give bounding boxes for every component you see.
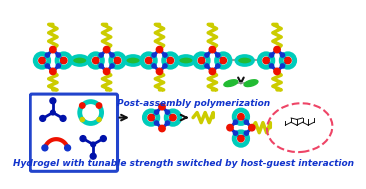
Ellipse shape [224, 80, 238, 87]
Circle shape [244, 131, 249, 135]
Circle shape [159, 125, 165, 132]
Circle shape [167, 57, 173, 64]
Circle shape [65, 145, 71, 151]
Circle shape [156, 46, 163, 53]
Circle shape [93, 57, 99, 64]
Circle shape [91, 142, 96, 147]
Circle shape [50, 98, 56, 104]
Ellipse shape [126, 58, 140, 64]
Circle shape [238, 114, 244, 120]
Circle shape [274, 46, 280, 53]
Text: Post-assembly polymerization: Post-assembly polymerization [116, 99, 270, 108]
Circle shape [280, 53, 285, 57]
Circle shape [148, 114, 154, 121]
Circle shape [80, 103, 85, 108]
Circle shape [170, 114, 176, 121]
Circle shape [42, 145, 48, 151]
Circle shape [216, 53, 220, 57]
Circle shape [97, 118, 101, 122]
Circle shape [99, 64, 103, 68]
Circle shape [60, 115, 66, 121]
Circle shape [238, 135, 244, 142]
Circle shape [56, 64, 60, 68]
Circle shape [209, 46, 216, 53]
Circle shape [50, 46, 56, 53]
Circle shape [152, 64, 156, 68]
Circle shape [50, 68, 56, 75]
Circle shape [269, 64, 274, 68]
Circle shape [154, 110, 158, 114]
Circle shape [154, 121, 158, 125]
Circle shape [249, 125, 255, 131]
Circle shape [156, 68, 163, 75]
Text: Hydrogel with tunable strength switched by host-guest interaction: Hydrogel with tunable strength switched … [12, 159, 354, 168]
Circle shape [51, 110, 55, 115]
Circle shape [39, 57, 45, 64]
Circle shape [274, 68, 280, 75]
Ellipse shape [238, 58, 251, 64]
Circle shape [45, 64, 49, 68]
Circle shape [100, 136, 106, 142]
Circle shape [159, 104, 165, 110]
Circle shape [285, 57, 291, 64]
Circle shape [163, 53, 167, 57]
FancyBboxPatch shape [30, 94, 117, 171]
Ellipse shape [244, 80, 258, 87]
Circle shape [220, 57, 227, 64]
Circle shape [99, 53, 103, 57]
Circle shape [90, 153, 96, 159]
Circle shape [145, 57, 152, 64]
Circle shape [56, 53, 60, 57]
Circle shape [216, 64, 220, 68]
Circle shape [198, 57, 205, 64]
Circle shape [205, 64, 209, 68]
Circle shape [104, 68, 110, 75]
Circle shape [114, 57, 121, 64]
Circle shape [40, 115, 46, 121]
Circle shape [227, 125, 233, 131]
Circle shape [152, 53, 156, 57]
Circle shape [110, 53, 114, 57]
Circle shape [205, 53, 209, 57]
Circle shape [209, 68, 216, 75]
Circle shape [263, 57, 269, 64]
Circle shape [80, 136, 86, 142]
Ellipse shape [73, 58, 86, 64]
Circle shape [80, 118, 85, 122]
Circle shape [61, 57, 67, 64]
Circle shape [110, 64, 114, 68]
Circle shape [104, 46, 110, 53]
Circle shape [234, 131, 238, 135]
Circle shape [96, 103, 102, 108]
Circle shape [163, 64, 167, 68]
Circle shape [234, 120, 238, 124]
Circle shape [45, 53, 49, 57]
Circle shape [269, 53, 274, 57]
Circle shape [244, 120, 249, 124]
Circle shape [165, 110, 169, 114]
Ellipse shape [179, 58, 193, 64]
Circle shape [280, 64, 285, 68]
Circle shape [165, 121, 169, 125]
